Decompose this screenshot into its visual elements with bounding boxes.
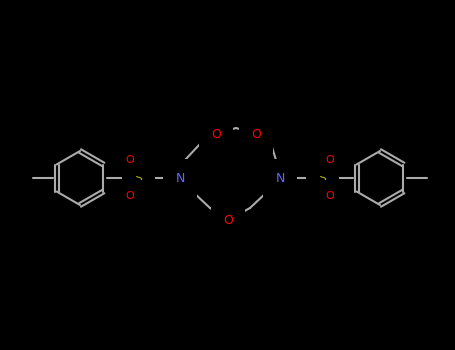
Text: N: N [175, 172, 185, 184]
Text: O: O [251, 127, 261, 140]
Text: O: O [126, 155, 134, 165]
Text: O: O [126, 191, 134, 201]
Text: O: O [223, 214, 233, 226]
Text: O: O [211, 127, 221, 140]
Text: S: S [134, 172, 142, 184]
Text: O: O [326, 191, 334, 201]
Text: S: S [318, 172, 326, 184]
Text: N: N [275, 172, 285, 184]
Text: O: O [326, 155, 334, 165]
